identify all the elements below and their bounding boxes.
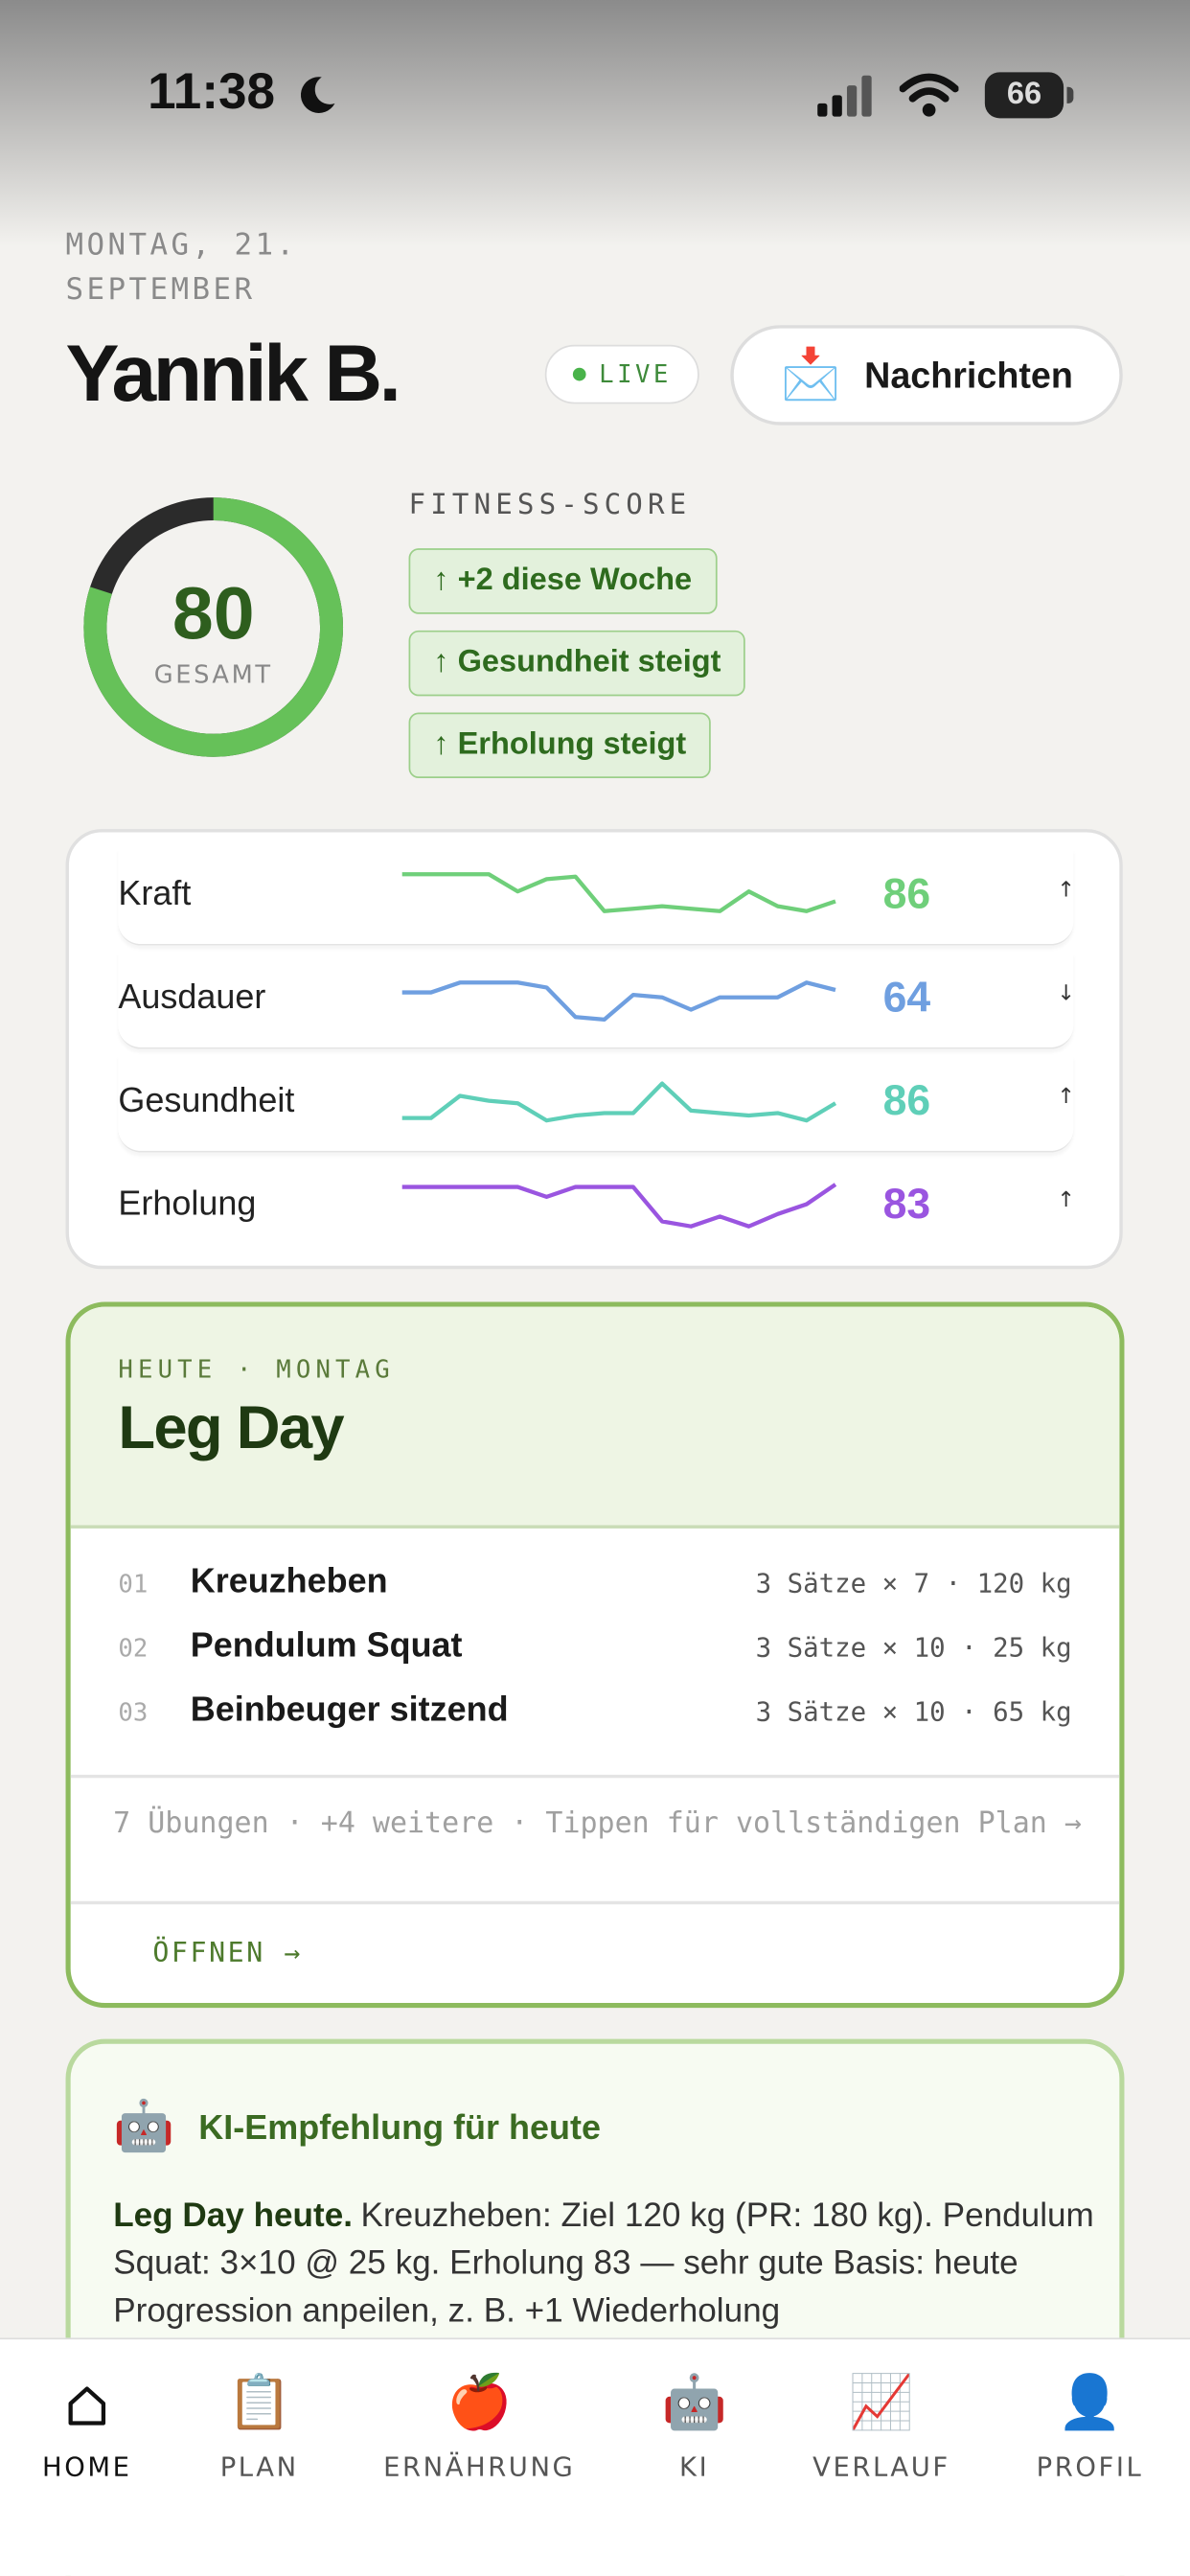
nav-icon: 👤 xyxy=(1057,2370,1123,2433)
metric-row: Erholung 83 ↑ xyxy=(118,1159,1075,1254)
sparkline xyxy=(401,980,836,1022)
recommendation-lead: Leg Day heute. xyxy=(113,2196,353,2235)
exercise-number: 03 xyxy=(118,1697,149,1728)
exercise-detail: 3 Sätze × 7 · 120 kg xyxy=(755,1568,1072,1599)
home-shape xyxy=(68,2386,106,2426)
score-title: FITNESS-SCORE xyxy=(408,489,692,522)
sparkline-line xyxy=(401,980,836,1022)
metric-value: 86 xyxy=(882,1075,931,1125)
nav-icon: 🤖 xyxy=(661,2370,727,2433)
nav-label: HOME xyxy=(42,2450,132,2483)
metric-trend: ↑ xyxy=(1057,1085,1075,1111)
nav-label: PROFIL xyxy=(1036,2450,1144,2483)
sparkline-line xyxy=(401,1183,837,1229)
messages-label: Nachrichten xyxy=(864,354,1073,396)
messages-button[interactable]: 📩 Nachrichten xyxy=(730,325,1123,426)
wifi-icon xyxy=(899,73,959,117)
open-button[interactable]: ÖFFNEN → xyxy=(152,1937,304,1969)
sparkline xyxy=(401,1081,837,1123)
metric-value: 64 xyxy=(882,972,931,1022)
nav-icon: 🍎 xyxy=(446,2370,513,2433)
score-value: 80 xyxy=(172,571,255,656)
status-time: 11:38 xyxy=(148,62,276,121)
nav-label: KI xyxy=(679,2450,710,2483)
exercise-detail: 3 Sätze × 10 · 25 kg xyxy=(755,1631,1072,1664)
live-text: LIVE xyxy=(599,359,672,390)
metric-row: Gesundheit 86 ↑ xyxy=(118,1056,1075,1153)
battery: 66 xyxy=(984,72,1064,119)
date-line: SEPTEMBER xyxy=(65,272,256,308)
exercise-name: Pendulum Squat xyxy=(190,1626,463,1666)
messages-icon: 📩 xyxy=(780,348,842,402)
metric-label: Kraft xyxy=(118,875,192,913)
nav-item[interactable]: 🍎 ERNÄHRUNG xyxy=(373,2369,586,2482)
exercise-number: 01 xyxy=(118,1569,149,1599)
signal-icon xyxy=(817,75,872,117)
nav-label: VERLAUF xyxy=(812,2450,950,2483)
nav-item[interactable]: HOME xyxy=(0,2369,194,2482)
nav-item[interactable]: 👤 PROFIL xyxy=(983,2369,1190,2482)
metric-row: Kraft 86 ↑ xyxy=(118,849,1075,946)
metric-label: Gesundheit xyxy=(118,1081,295,1120)
bottom-nav: HOME 📋 PLAN 🍎 ERNÄHRUNG 🤖 KI 📈 VERLAUF 👤 PROFIL xyxy=(0,2337,1190,2576)
score-ring xyxy=(83,497,344,757)
sparkline-line xyxy=(401,872,836,913)
metric-label: Erholung xyxy=(118,1184,257,1224)
exercise-name: Beinbeuger sitzend xyxy=(190,1690,509,1729)
workout-header: HEUTE · MONTAG Leg Day xyxy=(70,1306,1120,1529)
metric-value: 83 xyxy=(882,1179,931,1229)
trend-badge: ↑ +2 diese Woche xyxy=(408,548,717,614)
nav-icon: 📈 xyxy=(848,2370,915,2433)
metric-label: Ausdauer xyxy=(118,978,266,1017)
recommendation-text: Leg Day heute. Kreuzheben: Ziel 120 kg (P… xyxy=(113,2192,1098,2334)
exercise-detail: 3 Sätze × 10 · 65 kg xyxy=(755,1695,1072,1728)
sparkline xyxy=(401,872,836,913)
nav-icon xyxy=(0,2369,194,2435)
exercise-number: 02 xyxy=(118,1633,149,1664)
divider xyxy=(70,1900,1120,1905)
metric-trend: ↑ xyxy=(1057,878,1075,904)
exercise-name: Kreuzheben xyxy=(190,1562,388,1601)
nav-item[interactable]: 📈 VERLAUF xyxy=(775,2369,989,2482)
metric-row: Ausdauer 64 ↓ xyxy=(118,953,1075,1049)
live-badge: LIVE xyxy=(544,344,699,404)
trend-badge: ↑ Gesundheit steigt xyxy=(408,630,746,697)
workout-card[interactable]: HEUTE · MONTAG Leg Day 7 Übungen · +4 we… xyxy=(65,1301,1125,2009)
workout-footer: 7 Übungen · +4 weitere · Tippen für voll… xyxy=(113,1807,1082,1841)
metric-trend: ↑ xyxy=(1057,1188,1075,1213)
date-line: MONTAG, 21. xyxy=(65,228,298,264)
sparkline-line xyxy=(401,1081,837,1123)
moon-icon xyxy=(300,77,335,113)
nav-item[interactable]: 🤖 KI xyxy=(587,2369,801,2482)
battery-tip xyxy=(1066,86,1074,104)
score-label: GESAMT xyxy=(153,659,273,690)
nav-label: ERNÄHRUNG xyxy=(383,2450,576,2483)
nav-label: PLAN xyxy=(219,2450,299,2483)
nav-icon: 📋 xyxy=(226,2370,292,2433)
trend-badge: ↑ Erholung steigt xyxy=(408,712,711,779)
user-name: Yannik B. xyxy=(65,330,401,419)
home-icon xyxy=(68,2386,106,2426)
recommendation-icon: 🤖 xyxy=(113,2098,175,2156)
metric-trend: ↓ xyxy=(1057,981,1075,1007)
nav-item[interactable]: 📋 PLAN xyxy=(152,2369,366,2482)
recommendation-title: KI-Empfehlung für heute xyxy=(198,2109,601,2148)
workout-title: Leg Day xyxy=(118,1393,344,1461)
metrics-card: Kraft 86 ↑ Ausdauer 64 ↓ Gesundheit 86 ↑ Erholung… xyxy=(65,829,1123,1270)
recommendation-body: Kreuzheben: Ziel 120 kg (PR: 180 kg). Pe… xyxy=(113,2196,1094,2330)
workout-eyebrow: HEUTE · MONTAG xyxy=(118,1354,395,1385)
sparkline xyxy=(401,1183,837,1229)
divider xyxy=(70,1774,1120,1779)
ring-value xyxy=(83,497,344,757)
metric-value: 86 xyxy=(882,868,931,918)
